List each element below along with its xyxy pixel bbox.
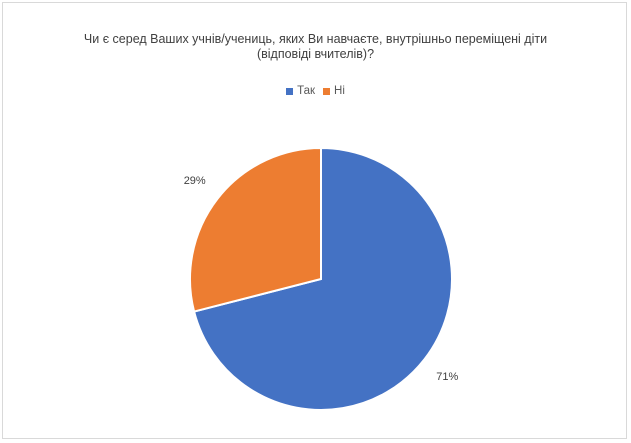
legend-label-ni: Ні [334, 85, 345, 97]
legend-item-ni: Ні [323, 85, 345, 97]
legend-swatch-tak [286, 87, 294, 95]
data-label-tak: 71% [436, 371, 458, 383]
chart-title-line-2: (відповіді вчителів)? [256, 47, 375, 61]
pie-slices [189, 146, 453, 411]
legend-label-tak: Так [297, 85, 316, 97]
pie-data-labels: 71% 29% [184, 175, 459, 383]
chart-title: Чи є серед Ваших учнів/учениць, яких Ви … [0, 32, 631, 62]
legend-item-tak: Так [286, 85, 315, 97]
legend-swatch-ni [323, 87, 331, 95]
chart-title-line-1: Чи є серед Ваших учнів/учениць, яких Ви … [83, 32, 548, 46]
pie-slice-tak [192, 146, 453, 411]
data-label-ni: 29% [184, 175, 206, 187]
chart-legend: Так Ні [0, 85, 631, 97]
pie-slice-ni [189, 146, 322, 313]
